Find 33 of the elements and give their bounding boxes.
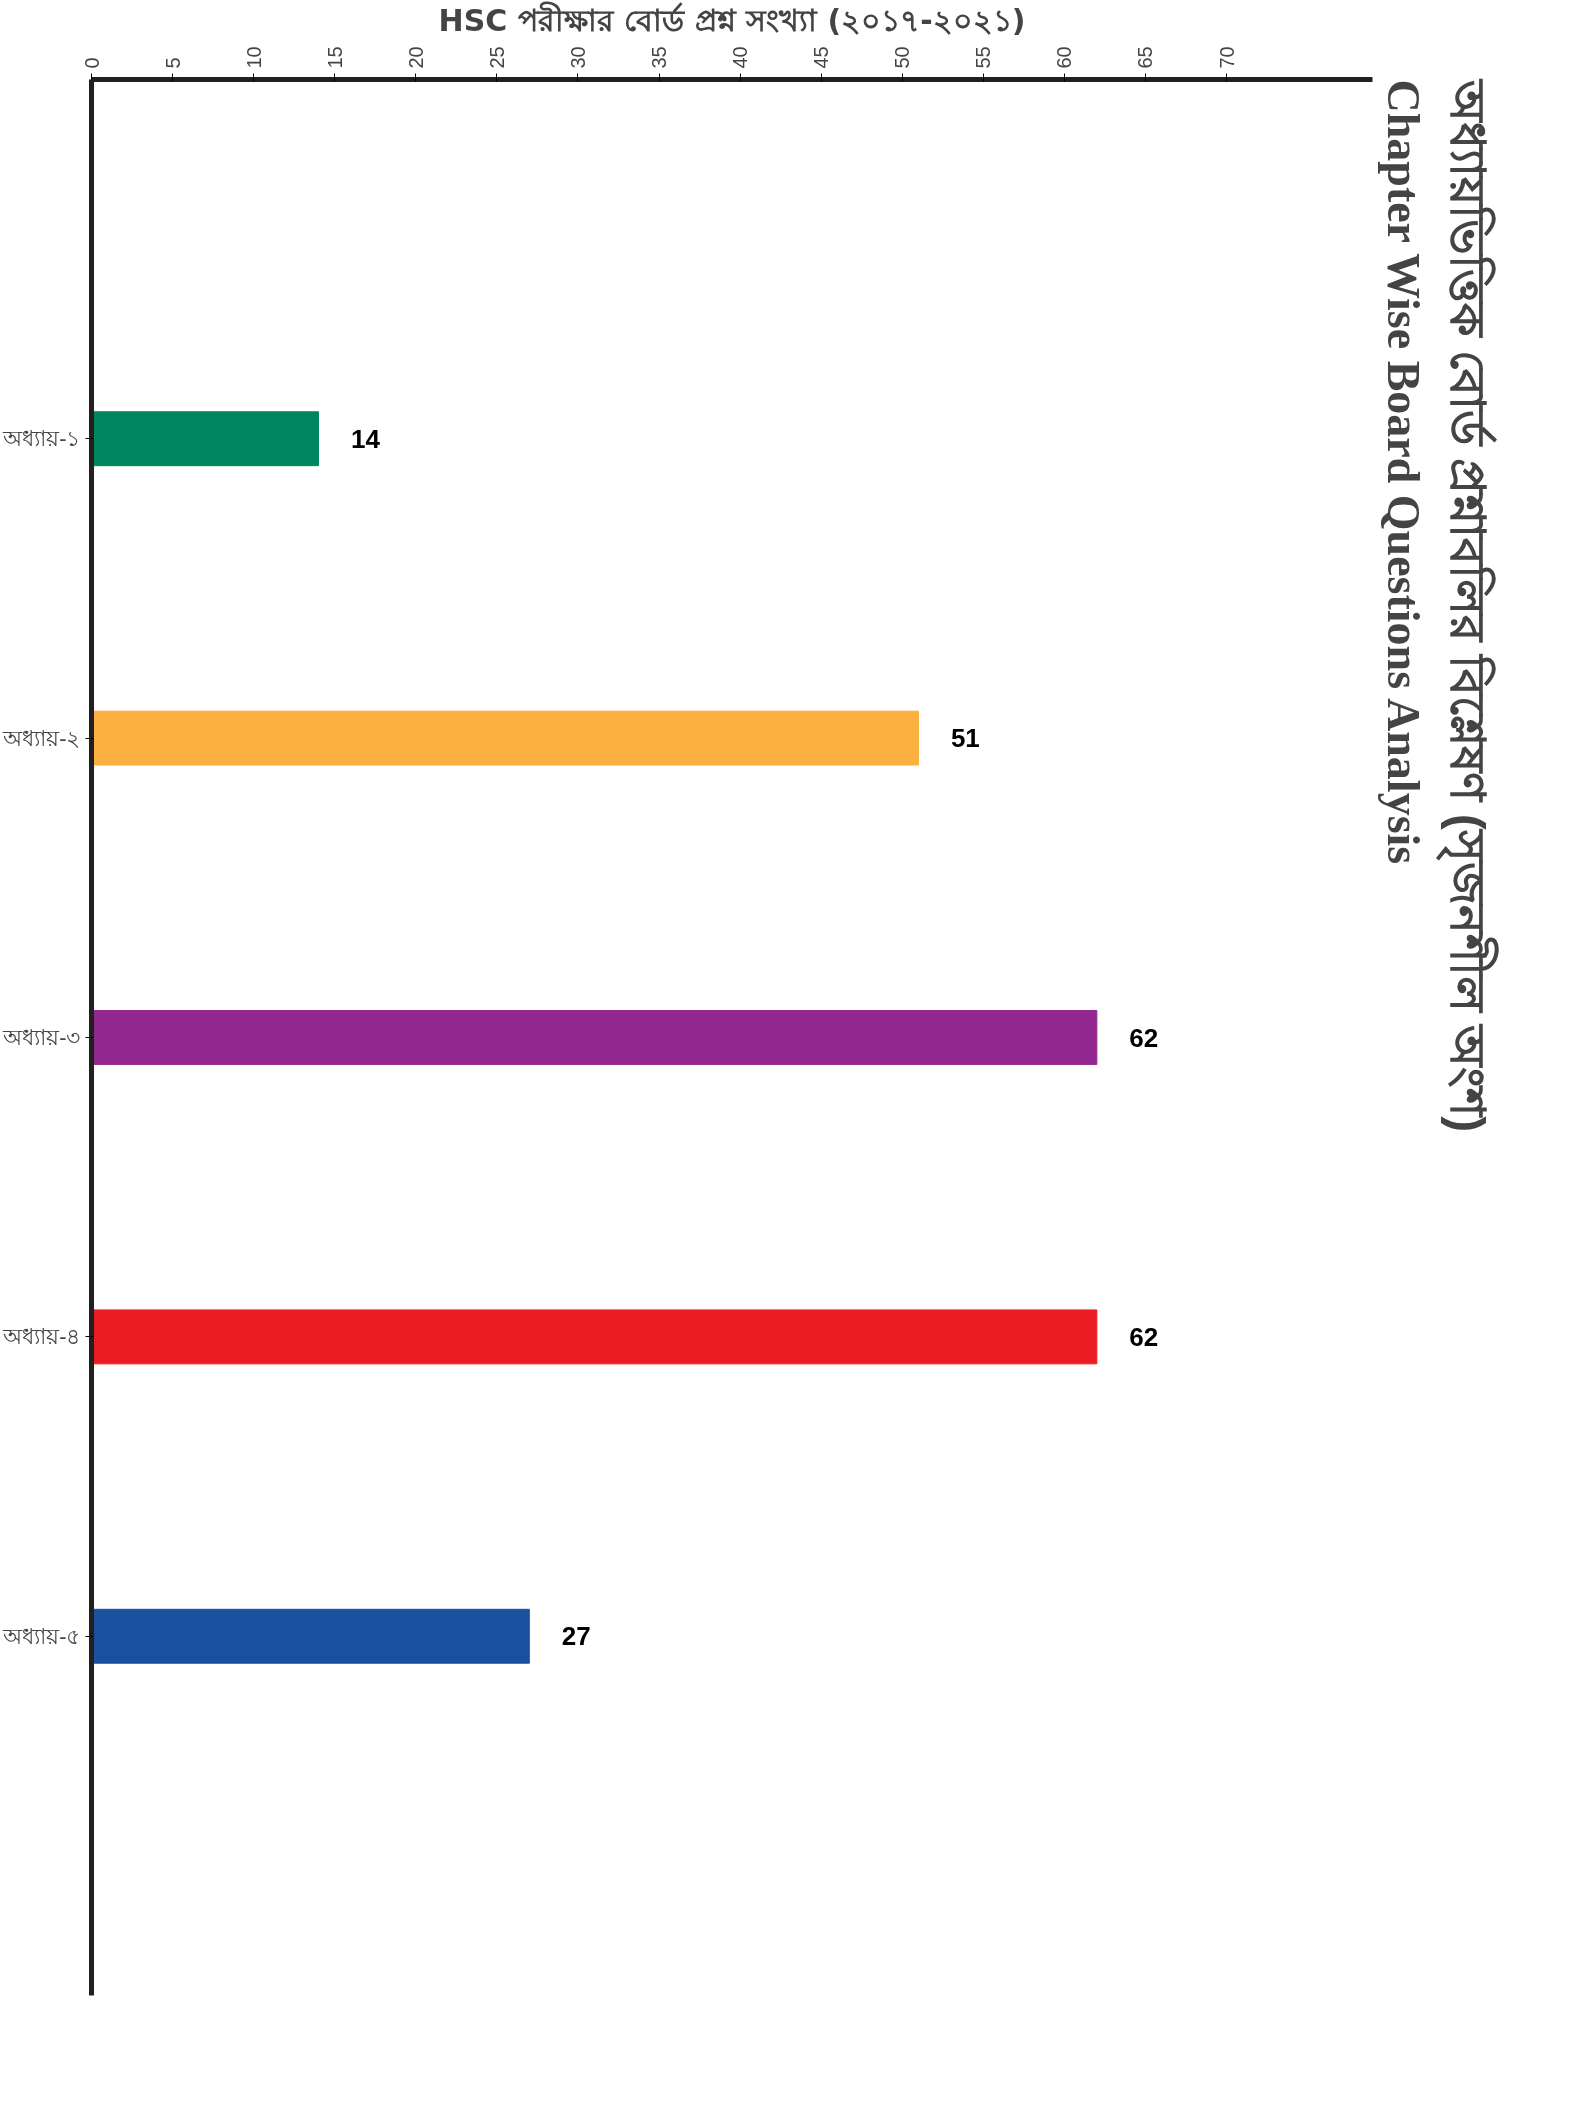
data-label: 62 bbox=[1129, 1321, 1159, 1352]
x-tick-label: 10 bbox=[242, 46, 265, 69]
data-label: 14 bbox=[350, 423, 381, 454]
data-label: 51 bbox=[950, 723, 980, 754]
x-tick-label: 20 bbox=[404, 46, 427, 69]
x-tick-label: 55 bbox=[972, 46, 995, 69]
x-tick-label: 25 bbox=[485, 46, 508, 69]
x-tick-label: 65 bbox=[1134, 46, 1157, 69]
text: অধ্যায়ভিত্তিক বোর্ড প্রশ্নাবলির বিশ্লেষণ (সৃজনশীল অংশ) bbox=[1434, 77, 1499, 1133]
x-tick-label: 30 bbox=[566, 46, 589, 69]
y-tick-label: অধ্যায়-৫ bbox=[2, 1623, 81, 1649]
x-tick-label: 70 bbox=[1215, 46, 1238, 69]
text: Chapter Wise Board Questions Analysis bbox=[1377, 79, 1429, 865]
x-tick-label: 60 bbox=[1053, 46, 1076, 69]
x-tick-label: 40 bbox=[729, 46, 752, 69]
x-tick-label: 5 bbox=[161, 57, 184, 69]
bar bbox=[91, 1010, 1098, 1065]
y-tick-label: অধ্যায়-২ bbox=[2, 725, 81, 751]
x-tick-label: 45 bbox=[810, 46, 833, 69]
x-axis-title: HSC পরীক্ষার বোর্ড প্রশ্ন সংখ্যা (২০১৭-২০২১) bbox=[438, 1, 1026, 39]
y-tick-label: অধ্যায়-৩ bbox=[2, 1025, 81, 1050]
bar bbox=[91, 710, 919, 766]
y-tick-label: অধ্যায়-৪ bbox=[2, 1324, 81, 1350]
x-tick-label: 0 bbox=[80, 57, 103, 69]
x-tick-label: 50 bbox=[891, 46, 914, 69]
y-tick-label: অধ্যায়-১ bbox=[2, 426, 81, 452]
data-label: 27 bbox=[561, 1621, 591, 1652]
data-label: 62 bbox=[1129, 1022, 1159, 1053]
bar bbox=[91, 1608, 530, 1664]
bar bbox=[91, 1309, 1098, 1365]
x-tick-label: 35 bbox=[648, 46, 671, 69]
bar bbox=[91, 411, 320, 467]
x-tick-label: 15 bbox=[323, 46, 346, 69]
